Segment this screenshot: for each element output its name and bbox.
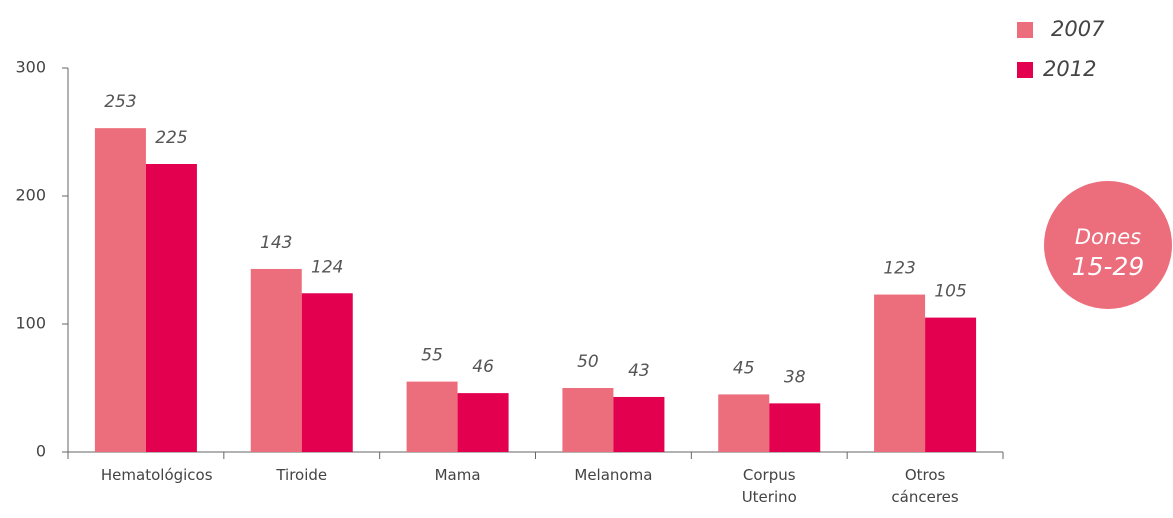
value-label: 253 bbox=[104, 92, 136, 112]
legend-label: 2007 bbox=[1051, 17, 1105, 41]
x-tick-label: Tiroide bbox=[276, 466, 328, 484]
x-tick-label: Corpus Uterino bbox=[741, 466, 797, 506]
badge-text: 15-29 bbox=[1072, 252, 1145, 281]
y-tick-label: 0 bbox=[36, 442, 46, 461]
value-label: 123 bbox=[883, 259, 915, 279]
y-tick-label: 200 bbox=[15, 186, 46, 205]
bar bbox=[250, 268, 302, 452]
bar bbox=[874, 294, 926, 452]
x-tick-label-box: Melanoma bbox=[574, 466, 653, 484]
bar bbox=[562, 388, 614, 452]
value-label: 46 bbox=[472, 357, 494, 377]
bar bbox=[406, 381, 458, 452]
value-label: 38 bbox=[784, 367, 806, 387]
x-tick-label: Melanoma bbox=[574, 466, 653, 484]
value-label: 143 bbox=[260, 233, 292, 253]
bar bbox=[925, 317, 977, 452]
bar bbox=[718, 394, 770, 452]
badge-text: Dones bbox=[1075, 225, 1141, 249]
x-tick-label-box: Otros cánceres bbox=[891, 466, 959, 506]
y-tick-label: 300 bbox=[15, 58, 46, 77]
x-tick-label: Otros cánceres bbox=[891, 466, 959, 506]
bar bbox=[613, 396, 665, 452]
value-label: 45 bbox=[733, 358, 755, 378]
badge bbox=[1044, 181, 1172, 309]
bar bbox=[769, 403, 821, 452]
x-tick-label: Mama bbox=[434, 466, 481, 484]
x-tick-label-box: Hematológicos bbox=[100, 466, 213, 484]
value-label: 50 bbox=[577, 352, 599, 372]
x-tick-label-box: Corpus Uterino bbox=[741, 466, 797, 506]
value-label: 124 bbox=[311, 257, 343, 277]
bar bbox=[457, 393, 509, 452]
legend-swatch bbox=[1017, 62, 1033, 78]
legend-label: 2012 bbox=[1043, 57, 1096, 81]
value-label: 43 bbox=[628, 361, 650, 381]
x-tick-label-box: Mama bbox=[434, 466, 481, 484]
value-label: 55 bbox=[421, 346, 443, 366]
value-label: 225 bbox=[155, 128, 187, 148]
x-tick-label: Hematológicos bbox=[100, 466, 213, 484]
x-tick-label-box: Tiroide bbox=[276, 466, 328, 484]
legend-swatch bbox=[1017, 22, 1033, 38]
y-tick-label: 100 bbox=[15, 314, 46, 333]
bar bbox=[145, 164, 197, 452]
value-label: 105 bbox=[934, 282, 966, 302]
bar bbox=[94, 128, 146, 452]
bar bbox=[301, 293, 353, 452]
